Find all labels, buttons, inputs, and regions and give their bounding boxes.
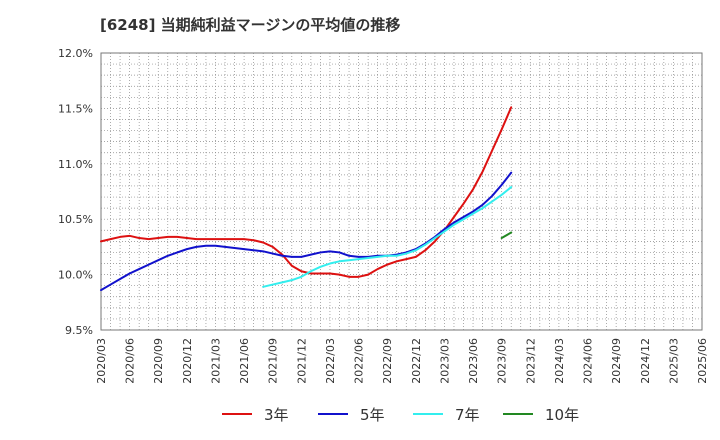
- series-line-7年: [262, 186, 513, 288]
- x-tick-label: 2024/03: [553, 338, 566, 384]
- chart-title: [6248] 当期純利益マージンの平均値の推移: [100, 16, 401, 34]
- legend-label: 7年: [455, 406, 480, 424]
- y-tick-label: 11.5%: [58, 102, 93, 115]
- x-tick-label: 2023/12: [524, 338, 537, 384]
- x-tick-label: 2021/06: [238, 338, 251, 384]
- x-tick-label: 2020/09: [152, 338, 165, 384]
- y-tick-label: 11.0%: [58, 158, 93, 171]
- series-line-5年: [100, 171, 513, 292]
- x-tick-label: 2024/09: [610, 338, 623, 384]
- x-tick-label: 2024/12: [639, 338, 652, 384]
- x-tick-label: 2025/06: [696, 338, 709, 384]
- x-tick-label: 2021/12: [295, 338, 308, 384]
- y-tick-label: 9.5%: [65, 324, 93, 337]
- x-tick-label: 2021/03: [209, 338, 222, 384]
- x-tick-label: 2022/03: [324, 338, 337, 384]
- x-tick-label: 2024/06: [582, 338, 595, 384]
- legend-label: 5年: [360, 406, 385, 424]
- x-tick-label: 2023/06: [467, 338, 480, 384]
- y-tick-label: 12.0%: [58, 47, 93, 60]
- x-tick-label: 2022/12: [410, 338, 423, 384]
- legend-label: 3年: [264, 406, 289, 424]
- x-tick-label: 2023/03: [438, 338, 451, 384]
- y-tick-label: 10.5%: [58, 213, 93, 226]
- x-tick-label: 2020/03: [95, 338, 108, 384]
- y-tick-label: 10.0%: [58, 269, 93, 282]
- x-tick-label: 2023/09: [496, 338, 509, 384]
- x-tick-label: 2022/09: [381, 338, 394, 384]
- legend-label: 10年: [545, 406, 579, 424]
- x-tick-label: 2025/03: [667, 338, 680, 384]
- x-tick-label: 2021/09: [267, 338, 280, 384]
- plot-frame: [100, 52, 703, 331]
- x-tick-label: 2020/06: [124, 338, 137, 384]
- series-line-10年: [500, 231, 513, 240]
- x-tick-label: 2022/06: [353, 338, 366, 384]
- x-tick-label: 2020/12: [181, 338, 194, 384]
